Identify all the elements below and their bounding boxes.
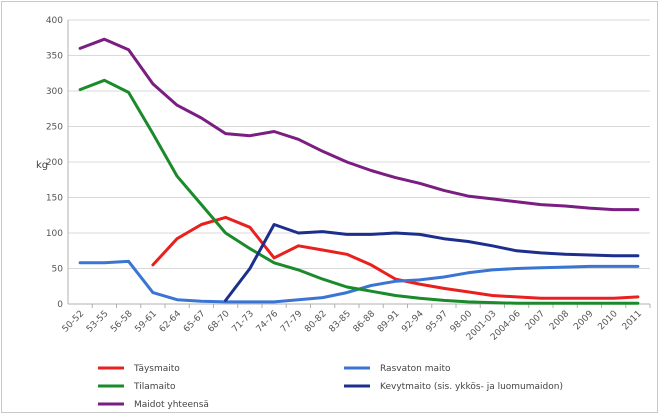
x-tick-label: 80-82 bbox=[303, 309, 329, 335]
x-tick-label: 68-70 bbox=[206, 309, 232, 335]
x-tick-label: 65-67 bbox=[182, 309, 208, 335]
x-tick-label: 62-64 bbox=[158, 309, 184, 335]
x-axis-ticks: 50-5253-5556-5859-6162-6465-6768-7071-73… bbox=[61, 304, 651, 343]
y-axis-label: kg bbox=[36, 160, 48, 171]
y-tick-label: 50 bbox=[52, 265, 64, 275]
y-tick-label: 100 bbox=[46, 229, 63, 239]
legend-label: Tilamaito bbox=[133, 382, 176, 392]
x-tick-label: 50-52 bbox=[61, 309, 87, 335]
x-tick-label: 2008 bbox=[548, 309, 571, 332]
x-tick-label: 56-58 bbox=[109, 309, 135, 335]
series-line-0 bbox=[151, 215, 640, 300]
x-tick-label: 2007 bbox=[524, 309, 547, 332]
x-tick-label: 92-94 bbox=[400, 309, 426, 335]
x-tick-label: 2011 bbox=[621, 309, 644, 332]
y-tick-label: 0 bbox=[57, 300, 63, 310]
legend-label: Kevytmaito (sis. ykkös- ja luomumaidon) bbox=[380, 382, 563, 392]
legend: Täysmaito Rasvaton maito Tilamaito Kevytmai… bbox=[98, 364, 563, 410]
x-tick-label: 95-97 bbox=[424, 309, 450, 335]
x-tick-label: 53-55 bbox=[85, 309, 111, 335]
y-tick-label: 250 bbox=[46, 123, 63, 133]
series-line-4 bbox=[78, 37, 640, 212]
x-tick-label: 89-91 bbox=[376, 309, 402, 335]
legend-label: Maidot yhteensä bbox=[134, 400, 209, 410]
series-line-2 bbox=[78, 78, 640, 305]
x-tick-label: 74-76 bbox=[255, 309, 281, 335]
legend-label: Rasvaton maito bbox=[380, 364, 451, 374]
y-tick-label: 300 bbox=[46, 87, 63, 97]
y-axis-ticks: 0 50 100 150 200 250 300 350 400 bbox=[46, 16, 63, 310]
y-tick-label: 150 bbox=[46, 194, 63, 204]
series-lines bbox=[78, 37, 640, 305]
legend-label: Täysmaito bbox=[133, 364, 180, 374]
x-tick-label: 2009 bbox=[572, 309, 595, 332]
x-tick-label: 77-79 bbox=[279, 309, 305, 335]
x-tick-label: 2010 bbox=[596, 309, 619, 332]
series-line-3 bbox=[224, 223, 640, 302]
series-line-1 bbox=[78, 259, 640, 304]
x-tick-label: 83-85 bbox=[327, 309, 353, 335]
x-tick-label: 59-61 bbox=[133, 309, 159, 335]
y-tick-label: 400 bbox=[46, 16, 63, 26]
x-tick-label: 86-88 bbox=[352, 309, 378, 335]
y-tick-label: 350 bbox=[46, 52, 63, 62]
y-tick-label: 200 bbox=[46, 158, 63, 168]
x-tick-label: 71-73 bbox=[230, 309, 256, 335]
